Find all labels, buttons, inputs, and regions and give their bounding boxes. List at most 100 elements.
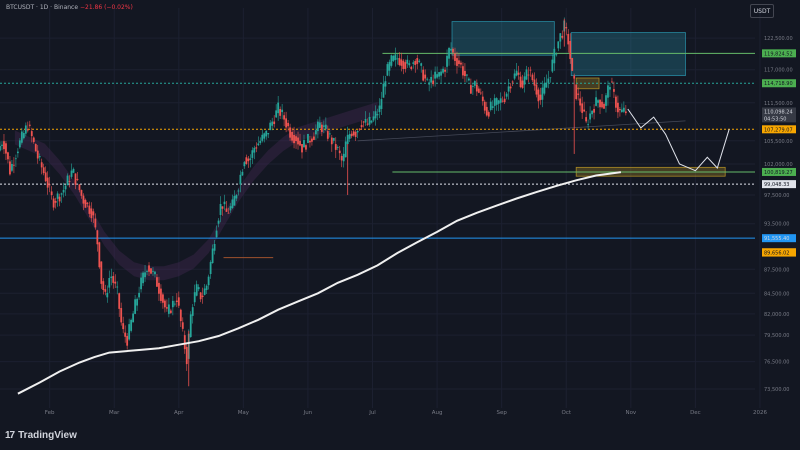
- levels-layer: [0, 52, 755, 239]
- candle-body: [126, 336, 129, 346]
- candle-body: [116, 286, 119, 288]
- candle-body: [426, 78, 429, 80]
- candle-body: [322, 125, 325, 127]
- candle-body: [483, 101, 486, 111]
- candle-body: [263, 133, 266, 139]
- candle-body: [219, 203, 222, 215]
- candle-body: [185, 346, 188, 365]
- candle-body: [334, 144, 337, 150]
- candle-body: [617, 102, 619, 113]
- candle-body: [13, 164, 15, 166]
- candle-body: [9, 161, 11, 175]
- candle-body: [269, 122, 272, 131]
- candle-body: [173, 303, 176, 305]
- candle-body: [150, 268, 152, 274]
- candle-body: [521, 80, 524, 88]
- candle-body: [146, 271, 148, 272]
- candle-body: [11, 163, 13, 171]
- price-tag: [762, 107, 796, 116]
- candle-body: [446, 55, 448, 67]
- candle-body: [394, 54, 397, 61]
- y-tick-label: 105,500.00: [764, 139, 793, 145]
- candle-body: [543, 83, 546, 94]
- candle-body: [396, 58, 399, 60]
- candle-body: [436, 74, 439, 78]
- candle-body: [183, 335, 186, 350]
- candle-body: [66, 175, 69, 186]
- candle-body: [28, 124, 31, 126]
- candle-body: [165, 307, 168, 309]
- candle-body: [601, 101, 603, 108]
- symbol-info: BTCUSDT · 1D · Binance −21.86 (−0.02%): [6, 4, 133, 11]
- candle-body: [38, 156, 41, 158]
- x-tick-label: Feb: [45, 410, 55, 416]
- x-tick-label: Jun: [303, 410, 313, 416]
- tradingview-brand[interactable]: 17 TradingView: [5, 430, 77, 441]
- candle-body: [154, 271, 156, 275]
- candle-body: [491, 106, 494, 108]
- y-tick-label: 82,000.00: [764, 312, 789, 318]
- candle-body: [158, 282, 160, 294]
- candle-body: [34, 144, 37, 152]
- candle-body: [428, 82, 431, 85]
- candle-body: [102, 281, 105, 291]
- candle-body: [551, 59, 554, 72]
- candle-body: [98, 242, 101, 268]
- candle-body: [605, 95, 607, 106]
- candle-body: [503, 98, 506, 103]
- time-axis[interactable]: Feb Mar Apr May Jun Jul Aug Sep Oct Nov Dec 2026: [45, 410, 768, 416]
- y-tick-label: 73,500.00: [764, 387, 789, 393]
- candle-body: [497, 100, 500, 104]
- candle-body: [613, 89, 615, 92]
- currency-button[interactable]: USDT: [750, 4, 774, 18]
- candle-body: [64, 185, 67, 190]
- candle-body: [597, 100, 599, 103]
- candle-body: [499, 98, 502, 103]
- candle-body: [372, 116, 375, 121]
- x-tick-label: Mar: [109, 410, 120, 416]
- candle-body: [599, 99, 601, 108]
- price-axis[interactable]: 122,500.00 117,000.00 111,500.00 105,500.00…: [764, 36, 793, 393]
- candle-body: [315, 130, 317, 135]
- candle-body: [142, 272, 144, 284]
- price-tag-text: 107,279.07: [764, 127, 793, 133]
- candle-body: [128, 324, 131, 340]
- candle-body: [360, 125, 363, 128]
- candle-body: [255, 147, 258, 149]
- candle-body: [577, 93, 580, 95]
- candle-body: [144, 272, 146, 278]
- candle-body: [414, 60, 417, 65]
- candle-body: [392, 55, 395, 61]
- candle-body: [14, 158, 17, 160]
- candle-body: [181, 322, 184, 329]
- candle-body: [213, 243, 216, 251]
- candle-body: [366, 123, 369, 125]
- candle-body: [164, 300, 166, 308]
- candle-body: [511, 81, 514, 83]
- candle-body: [140, 277, 142, 290]
- candle-body: [92, 211, 95, 216]
- candle-body: [475, 84, 478, 92]
- candle-body: [171, 300, 174, 308]
- candle-body: [112, 276, 115, 283]
- trend-line: [357, 120, 686, 142]
- x-tick-label: Aug: [432, 410, 443, 416]
- candle-body: [80, 190, 83, 196]
- y-tick-label: 93,500.00: [764, 222, 789, 228]
- candle-body: [400, 59, 403, 66]
- candle-body: [175, 300, 178, 303]
- candle-body: [16, 151, 19, 154]
- candle-body: [565, 27, 568, 29]
- candle-body: [241, 171, 244, 176]
- candle-body: [197, 287, 200, 290]
- candle-body: [58, 196, 61, 202]
- y-tick-label: 84,500.00: [764, 291, 789, 297]
- candle-body: [571, 58, 574, 71]
- candle-body: [579, 98, 582, 106]
- candle-body: [60, 193, 63, 195]
- price-tag-text: 89,656.02: [764, 251, 789, 257]
- candle-body: [245, 157, 248, 164]
- candle-body: [553, 48, 556, 64]
- candle-body: [406, 59, 409, 64]
